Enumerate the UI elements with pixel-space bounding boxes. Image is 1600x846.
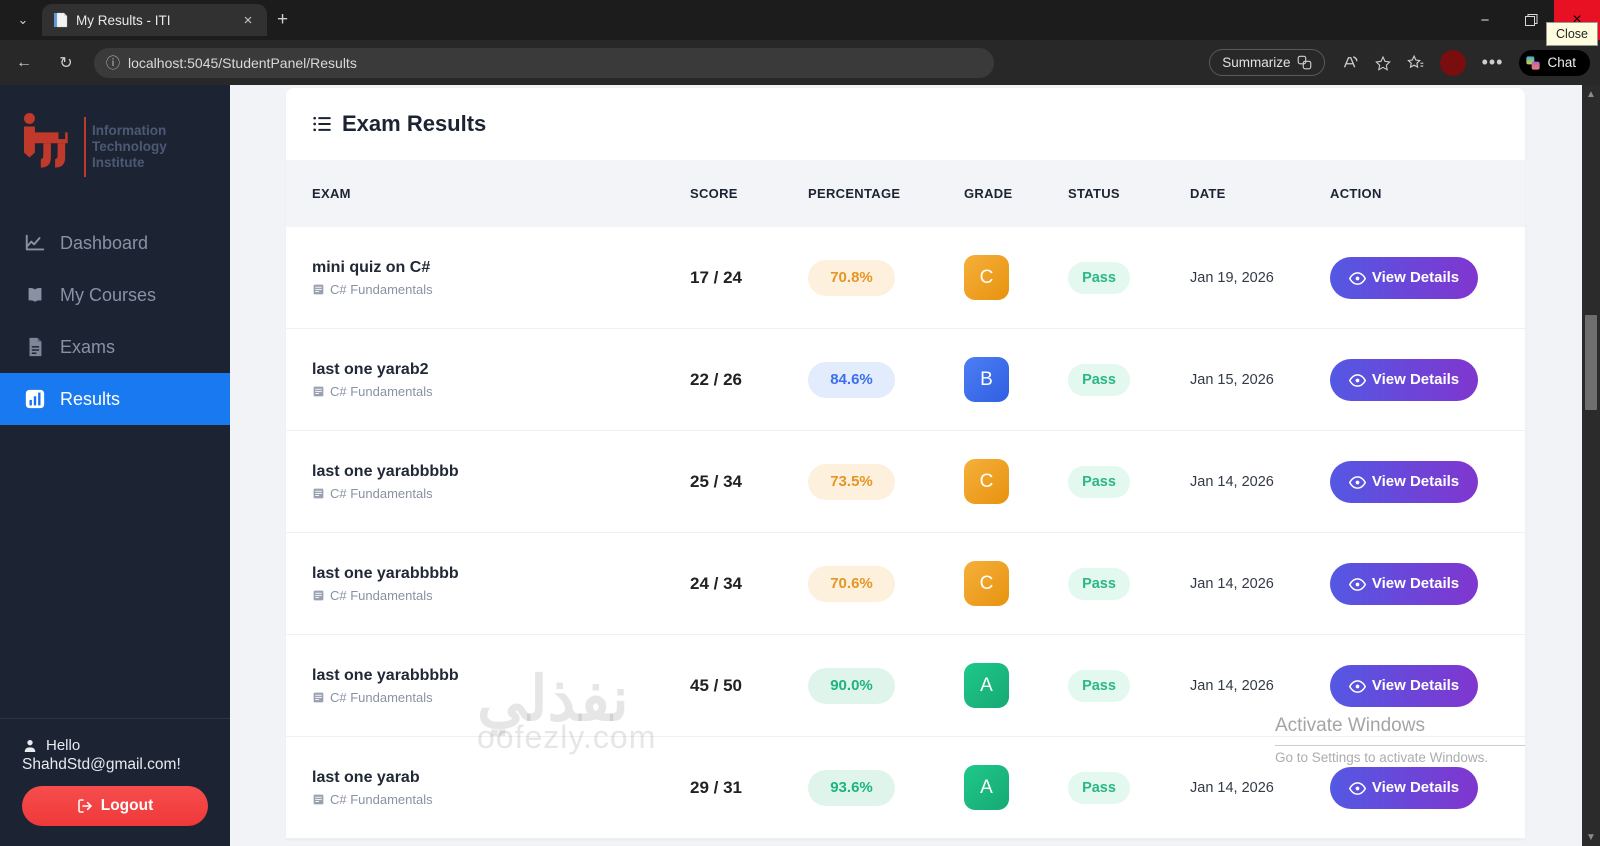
- svg-text:Institute: Institute: [92, 155, 145, 170]
- svg-text:Information: Information: [92, 123, 166, 138]
- svg-text:Technology: Technology: [92, 139, 167, 154]
